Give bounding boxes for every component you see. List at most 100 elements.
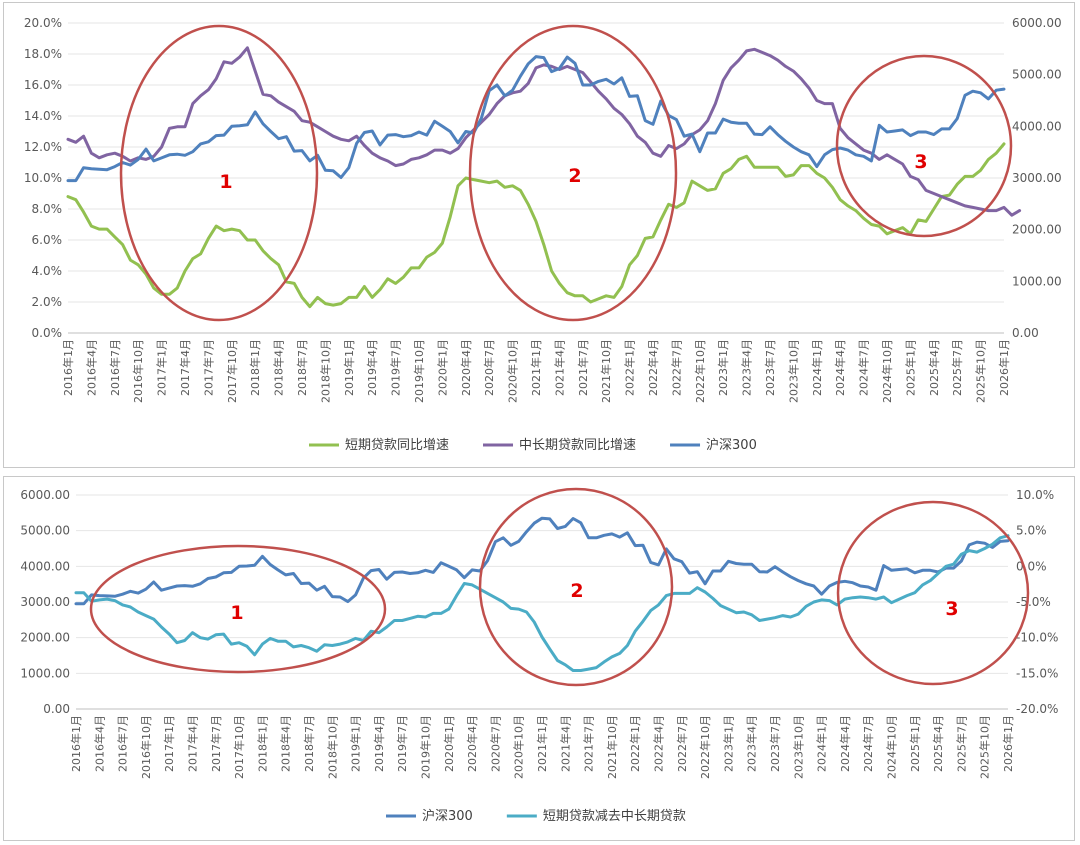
- top-chart-left-tick-label: 4.0%: [32, 264, 63, 278]
- top-chart-right-tick-label: 3000.00: [1012, 171, 1062, 185]
- bottom-chart-x-tick-label: 2023年1月: [721, 715, 735, 772]
- bottom-chart: 0.00 1000.00 2000.00 3000.00 4000.00 5000.00 6…: [20, 487, 1058, 824]
- top-chart-left-tick-label: 6.0%: [32, 233, 63, 247]
- bottom-chart-panel: 0.00 1000.00 2000.00 3000.00 4000.00 5000.00 6…: [3, 476, 1075, 841]
- top-chart-left-tick-label: 16.0%: [24, 78, 62, 92]
- bottom-chart-series: [74, 516, 1010, 672]
- bottom-chart-annotation-circle-2: [478, 487, 674, 687]
- top-chart-x-tick-label: 2017年1月: [155, 339, 169, 396]
- bottom-chart-x-tick-label: 2020年7月: [488, 715, 502, 772]
- top-chart-line-series-0: [66, 142, 1006, 309]
- bottom-chart-x-tick-label: 2020年1月: [442, 715, 456, 772]
- top-chart-x-tick-label: 2016年10月: [131, 339, 145, 403]
- top-chart-x-tick-label: 2016年4月: [84, 339, 98, 396]
- top-chart-left-tick-label: 0.0%: [32, 326, 63, 340]
- top-chart-panel: 0.0% 2.0% 4.0% 6.0% 8.0% 10.0% 12.0% 14.0% 16.0%…: [3, 2, 1075, 468]
- top-chart-legend-label-series-0: 短期贷款同比增速: [345, 438, 449, 453]
- top-chart-x-tick-label: 2023年10月: [786, 339, 800, 403]
- top-chart-legend: 短期贷款同比增速 中长期贷款同比增速 沪深300: [309, 437, 757, 453]
- bottom-chart-x-tick-label: 2016年10月: [139, 715, 153, 779]
- top-chart-line-series-1: [66, 46, 1022, 217]
- top-chart-annotations: 1 2 3: [119, 24, 1013, 322]
- top-chart-x-tick-label: 2022年10月: [693, 339, 707, 403]
- top-chart-left-tick-label: 10.0%: [24, 171, 62, 185]
- bottom-chart-x-tick-label: 2023年10月: [791, 715, 805, 779]
- bottom-chart-x-tick-label: 2019年7月: [395, 715, 409, 772]
- bottom-chart-annotation-label-1: 1: [230, 602, 243, 624]
- bottom-chart-left-tick-label: 2000.00: [20, 631, 70, 645]
- bottom-chart-x-tick-label: 2022年7月: [675, 715, 689, 772]
- top-chart-annotation-label-2: 2: [568, 165, 581, 187]
- bottom-chart-annotation-circle-1: [89, 544, 387, 674]
- bottom-chart-x-tick-label: 2021年10月: [605, 715, 619, 779]
- bottom-chart-right-tick-label: 0.0%: [1016, 559, 1047, 573]
- bottom-chart-right-tick-label: -20.0%: [1016, 702, 1058, 716]
- bottom-chart-annotation-label-2: 2: [570, 580, 583, 602]
- top-chart-annotation-circle-3: [835, 54, 1013, 238]
- bottom-chart-x-tick-label: 2016年1月: [69, 715, 83, 772]
- top-chart-x-tick-label: 2026年1月: [997, 339, 1011, 396]
- top-chart-right-tick-label: 0.00: [1012, 326, 1039, 340]
- top-chart-x-tick-label: 2025年1月: [903, 339, 917, 396]
- top-chart-right-axis: 0.00 1000.00 2000.00 3000.00 4000.00 5000.00 6…: [1012, 16, 1062, 340]
- bottom-chart-legend-label-series-0: 沪深300: [422, 808, 473, 824]
- top-chart-x-tick-label: 2020年10月: [506, 339, 520, 403]
- top-chart-right-tick-label: 2000.00: [1012, 223, 1062, 237]
- bottom-chart-left-axis: 0.00 1000.00 2000.00 3000.00 4000.00 5000.00 6…: [20, 488, 70, 716]
- bottom-chart-left-tick-label: 5000.00: [20, 524, 70, 538]
- top-chart-x-tick-label: 2022年1月: [623, 339, 637, 396]
- top-chart-right-tick-label: 4000.00: [1012, 119, 1062, 133]
- bottom-chart-left-tick-label: 1000.00: [20, 666, 70, 680]
- bottom-chart-right-tick-label: -10.0%: [1016, 631, 1058, 645]
- bottom-chart-x-tick-label: 2021年1月: [535, 715, 549, 772]
- top-chart-x-tick-label: 2023年1月: [716, 339, 730, 396]
- top-chart-x-tick-label: 2017年7月: [201, 339, 215, 396]
- bottom-chart-x-tick-label: 2022年10月: [698, 715, 712, 779]
- top-chart-x-tick-label: 2017年4月: [178, 339, 192, 396]
- top-chart-x-tick-label: 2024年4月: [833, 339, 847, 396]
- bottom-chart-x-tick-label: 2023年7月: [768, 715, 782, 772]
- top-chart-x-tick-label: 2024年10月: [880, 339, 894, 403]
- bottom-chart-legend: 沪深300 短期贷款减去中长期贷款: [386, 808, 686, 824]
- top-chart-x-tick-label: 2020年4月: [459, 339, 473, 396]
- bottom-chart-x-tick-label: 2020年4月: [465, 715, 479, 772]
- top-chart-x-tick-label: 2019年7月: [389, 339, 403, 396]
- top-chart-right-tick-label: 5000.00: [1012, 68, 1062, 82]
- bottom-chart-x-tick-label: 2024年7月: [861, 715, 875, 772]
- top-chart-x-tick-label: 2017年10月: [225, 339, 239, 403]
- top-chart-x-tick-label: 2023年4月: [740, 339, 754, 396]
- top-chart-x-tick-label: 2022年7月: [669, 339, 683, 396]
- top-chart-annotation-label-1: 1: [219, 171, 232, 193]
- top-chart-x-tick-label: 2021年7月: [576, 339, 590, 396]
- top-chart-gridlines: [68, 22, 1004, 334]
- bottom-chart-x-tick-label: 2018年7月: [302, 715, 316, 772]
- bottom-chart-x-tick-label: 2016年4月: [92, 715, 106, 772]
- bottom-chart-x-tick-label: 2020年10月: [512, 715, 526, 779]
- bottom-chart-x-tick-label: 2019年1月: [349, 715, 363, 772]
- top-chart-x-tick-label: 2016年7月: [108, 339, 122, 396]
- top-chart-x-tick-label: 2019年4月: [365, 339, 379, 396]
- top-chart-left-axis: 0.0% 2.0% 4.0% 6.0% 8.0% 10.0% 12.0% 14.0% 16.0%…: [24, 16, 62, 340]
- top-chart-x-tick-label: 2024年1月: [810, 339, 824, 396]
- top-chart-legend-label-series-1: 中长期贷款同比增速: [519, 438, 636, 453]
- top-chart-annotation-circle-1: [119, 24, 319, 322]
- top-chart-left-tick-label: 20.0%: [24, 16, 62, 30]
- bottom-chart-x-tick-label: 2019年4月: [372, 715, 386, 772]
- top-chart-right-tick-label: 6000.00: [1012, 16, 1062, 30]
- top-chart-right-tick-label: 1000.00: [1012, 274, 1062, 288]
- top-chart-x-tick-label: 2019年10月: [412, 339, 426, 403]
- bottom-chart-x-tick-label: 2016年7月: [116, 715, 130, 772]
- bottom-chart-x-tick-label: 2025年7月: [954, 715, 968, 772]
- top-chart-left-tick-label: 8.0%: [32, 202, 63, 216]
- bottom-chart-x-tick-label: 2019年10月: [419, 715, 433, 779]
- top-chart-x-tick-label: 2021年1月: [529, 339, 543, 396]
- bottom-chart-x-tick-label: 2017年1月: [162, 715, 176, 772]
- bottom-chart-x-tick-label: 2026年1月: [1001, 715, 1015, 772]
- top-chart-x-tick-label: 2020年7月: [482, 339, 496, 396]
- bottom-chart-annotations: 1 2 3: [89, 487, 1030, 687]
- top-chart-x-tick-label: 2022年4月: [646, 339, 660, 396]
- top-chart-x-tick-label: 2020年1月: [435, 339, 449, 396]
- bottom-chart-x-axis: 2016年1月 2016年4月 2016年7月 2016年10月 2017年1月 2017…: [69, 715, 1015, 779]
- bottom-chart-x-tick-label: 2023年4月: [745, 715, 759, 772]
- bottom-chart-left-tick-label: 4000.00: [20, 559, 70, 573]
